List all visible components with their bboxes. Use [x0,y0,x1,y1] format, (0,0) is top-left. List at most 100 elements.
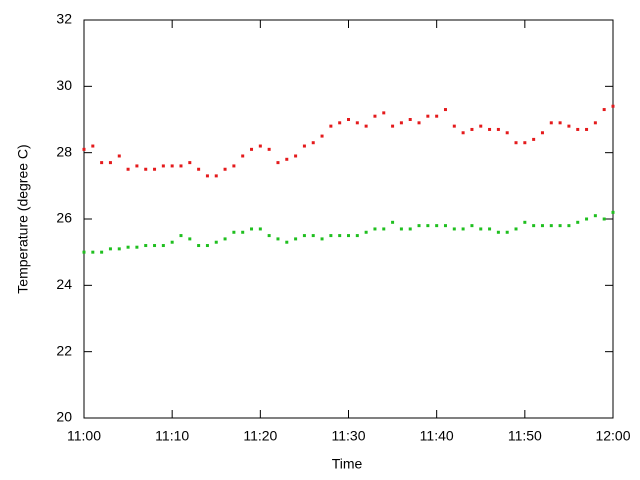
point [91,144,95,148]
point [267,234,271,238]
point [117,247,121,251]
point [549,121,553,125]
y-tick-label: 28 [56,143,72,159]
point [320,134,324,138]
point [223,237,227,241]
point [479,227,483,231]
point [558,121,562,125]
point [205,174,209,178]
point [232,164,236,168]
point [532,137,536,141]
point [382,227,386,231]
point [355,234,359,238]
point [408,227,412,231]
point [126,167,130,171]
point [258,227,262,231]
point [576,220,580,224]
point [179,234,183,238]
point [197,244,201,248]
point [161,164,165,168]
point [514,227,518,231]
x-tick-label: 12:00 [595,428,630,444]
point [135,245,139,249]
point [532,224,536,228]
x-tick-label: 11:50 [508,428,542,444]
x-tick-label: 11:30 [332,428,366,444]
point [443,224,447,228]
point [82,147,86,151]
point [373,227,377,231]
point [214,240,218,244]
point [558,224,562,228]
point [170,164,174,168]
point [593,214,597,218]
point [302,144,306,148]
point [241,154,245,158]
point [91,250,95,254]
y-tick-label: 20 [56,409,72,425]
point [294,154,298,158]
point [443,108,447,112]
point [540,224,544,228]
point [611,210,615,214]
point [364,230,368,234]
point [364,124,368,128]
point [223,167,227,171]
x-tick-label: 11:10 [155,428,189,444]
point [435,224,439,228]
plot-frame [83,19,614,419]
point [391,124,395,128]
point [549,224,553,228]
point [232,230,236,234]
point [585,217,589,221]
point [161,244,165,248]
point [567,124,571,128]
point [602,108,606,112]
point [329,124,333,128]
point [153,167,157,171]
point [100,161,104,165]
point [426,224,430,228]
point [126,245,130,249]
point [435,114,439,118]
point [514,141,518,145]
point [338,121,342,125]
point [382,111,386,115]
x-tick-label: 11:00 [67,428,101,444]
point [108,247,112,251]
y-tick-label: 22 [56,342,72,358]
point [391,220,395,224]
y-tick-label: 30 [56,77,72,93]
point [135,164,139,168]
y-tick-label: 24 [56,276,72,292]
point [285,240,289,244]
point [250,227,254,231]
point [488,227,492,231]
point [108,161,112,165]
x-axis-label: Time [332,456,363,472]
y-tick-label: 26 [56,210,72,226]
point [214,174,218,178]
point [505,131,509,135]
point [170,240,174,244]
point [258,144,262,148]
point [82,250,86,254]
point [417,121,421,125]
y-tick-label: 32 [56,11,72,27]
point [399,121,403,125]
point [144,244,148,248]
point [294,237,298,241]
point [338,234,342,238]
point [100,250,104,254]
point [311,141,315,145]
point [470,127,474,131]
point [496,230,500,234]
point [276,161,280,165]
point [585,127,589,131]
point [117,154,121,158]
x-tick-label: 11:40 [420,428,454,444]
point [479,124,483,128]
point [197,167,201,171]
point [611,104,615,108]
point [188,237,192,241]
